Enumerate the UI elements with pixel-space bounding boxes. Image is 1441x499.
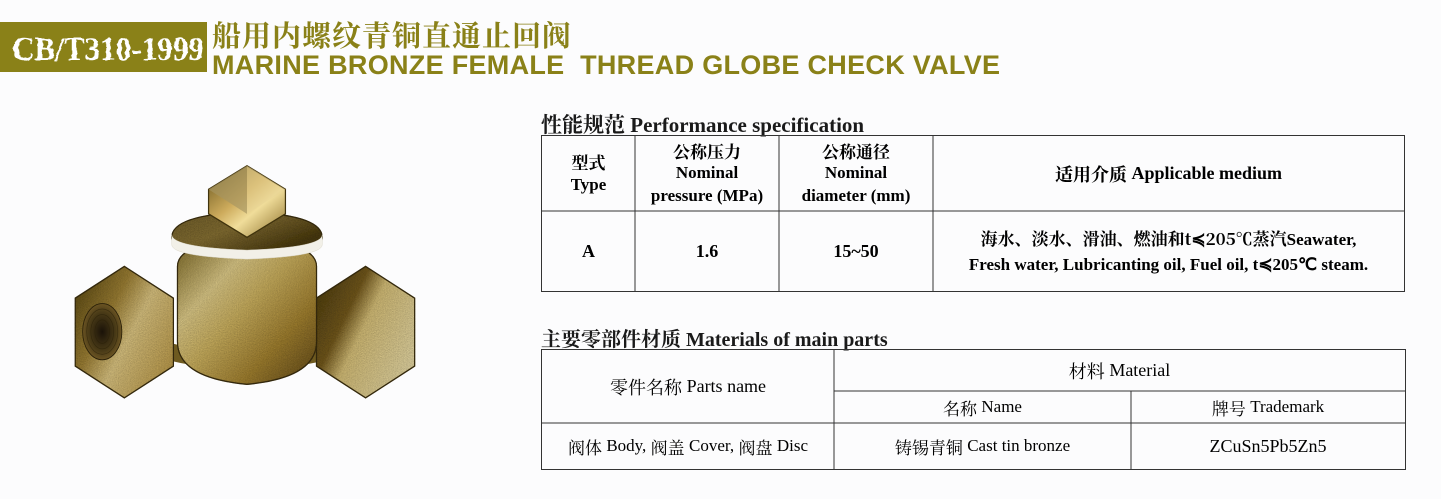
svg-text:CB/T310-1999: CB/T310-1999 <box>12 31 204 68</box>
